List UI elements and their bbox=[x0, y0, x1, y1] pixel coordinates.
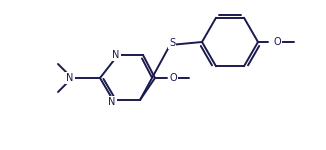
Text: N: N bbox=[66, 73, 74, 83]
Text: N: N bbox=[108, 97, 116, 107]
Text: N: N bbox=[112, 50, 120, 60]
Text: O: O bbox=[169, 73, 177, 83]
Text: S: S bbox=[169, 38, 175, 48]
Text: O: O bbox=[273, 37, 281, 47]
